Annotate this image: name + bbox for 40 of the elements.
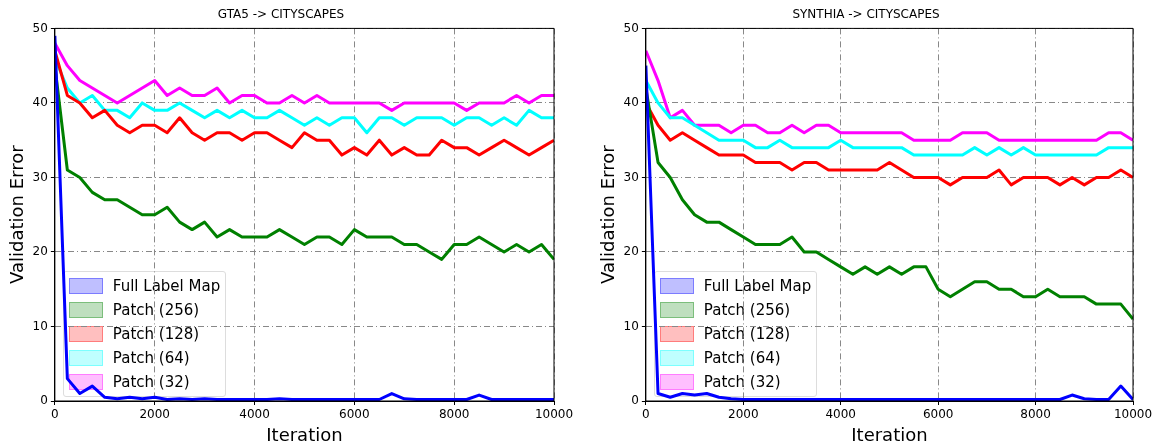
legend-label: Patch (32) (112, 373, 190, 391)
y-axis-title: Validation Error (6, 144, 28, 284)
y-tick-label: 0 (40, 393, 48, 408)
legend-label: Full Label Map (703, 277, 812, 295)
legend-label: Patch (128) (112, 325, 200, 343)
y-tick-label: 50 (32, 20, 48, 35)
x-axis-title: Iteration (266, 423, 343, 445)
x-tick-label: 0 (51, 407, 59, 422)
y-tick-label: 40 (623, 95, 639, 110)
chart-title: SYNTHIA -> CITYSCAPES (792, 7, 940, 22)
x-tick-label: 8000 (438, 407, 470, 422)
x-tick-label: 4000 (825, 407, 856, 422)
x-tick-label: 6000 (339, 407, 370, 422)
y-tick-label: 30 (32, 169, 48, 184)
legend-label: Patch (64) (703, 349, 781, 367)
y-tick-label: 20 (623, 244, 639, 259)
legend-label: Patch (64) (112, 349, 190, 367)
y-tick-label: 30 (623, 169, 639, 184)
x-tick-label: 10000 (1113, 407, 1153, 422)
legend-label: Full Label Map (112, 277, 221, 295)
y-tick-label: 10 (32, 318, 48, 333)
x-tick-label: 8000 (1020, 407, 1051, 422)
x-tick-label: 6000 (922, 407, 954, 422)
legend-label: Patch (256) (112, 301, 200, 319)
legend-label: Patch (32) (703, 373, 781, 391)
y-tick-label: 20 (32, 244, 48, 259)
x-tick-label: 10000 (534, 407, 574, 422)
x-axis-title: Iteration (851, 423, 928, 445)
x-tick-label: 0 (642, 407, 650, 422)
y-tick-label: 0 (631, 393, 639, 408)
legend-label: Patch (128) (703, 325, 791, 343)
y-axis-title: Validation Error (597, 144, 619, 284)
legend-label: Patch (256) (703, 301, 791, 319)
y-tick-label: 10 (623, 318, 639, 333)
chart-title: GTA5 -> CITYSCAPES (217, 7, 345, 22)
x-tick-label: 2000 (728, 407, 759, 422)
y-tick-label: 50 (623, 20, 639, 35)
y-tick-label: 40 (32, 95, 48, 110)
x-tick-label: 4000 (239, 407, 270, 422)
x-tick-label: 2000 (139, 407, 170, 422)
